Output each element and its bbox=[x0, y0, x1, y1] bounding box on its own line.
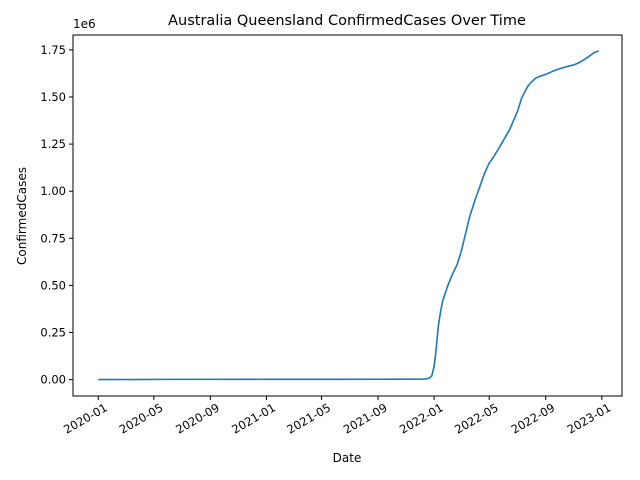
y-tick-label: 0.25 bbox=[40, 326, 66, 340]
x-axis-label: Date bbox=[333, 451, 362, 465]
y-axis-offset-label: 1e6 bbox=[73, 17, 96, 31]
chart-title: Australia Queensland ConfirmedCases Over… bbox=[168, 13, 526, 29]
x-tick-label: 2021-01 bbox=[229, 400, 278, 436]
x-tick-label: 2021-05 bbox=[284, 400, 333, 436]
x-tick-label: 2020-05 bbox=[117, 400, 166, 436]
x-axis-ticks: 2020-01 2020-05 2020-09 2021-01 2021-05 2021-… bbox=[61, 396, 613, 437]
x-tick-label: 2022-05 bbox=[452, 400, 501, 436]
x-tick-label: 2023-01 bbox=[565, 400, 614, 436]
y-tick-label: 0.50 bbox=[40, 278, 66, 292]
y-axis-label: ConfirmedCases bbox=[15, 167, 29, 265]
y-tick-label: 1.00 bbox=[40, 184, 66, 198]
y-tick-label: 0.00 bbox=[40, 373, 66, 387]
x-tick-label: 2020-01 bbox=[61, 400, 110, 436]
y-tick-label: 1.50 bbox=[40, 90, 66, 104]
x-tick-label: 2022-01 bbox=[397, 400, 446, 436]
x-tick-label: 2020-09 bbox=[173, 400, 222, 436]
plot-frame bbox=[72, 34, 623, 397]
y-tick-label: 0.75 bbox=[40, 231, 66, 245]
series-line bbox=[98, 50, 599, 381]
x-tick-label: 2022-09 bbox=[509, 400, 558, 436]
x-tick-label: 2021-09 bbox=[341, 400, 390, 436]
y-axis-ticks: 0.00 0.25 0.50 0.75 1.00 1.25 1.50 1.75 bbox=[40, 43, 73, 387]
plot-area bbox=[98, 50, 599, 381]
y-tick-label: 1.25 bbox=[40, 137, 66, 151]
y-tick-label: 1.75 bbox=[40, 43, 66, 57]
